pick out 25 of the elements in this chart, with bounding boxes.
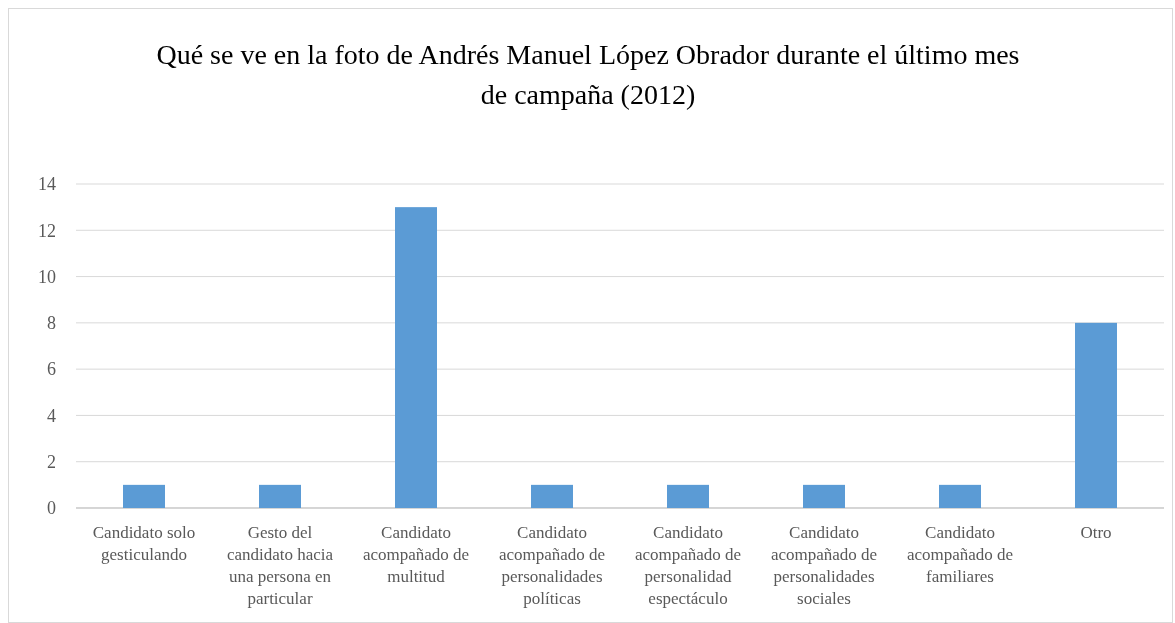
x-tick-label: Candidato acompañado de multitud [362,523,470,586]
x-tick-label: Candidato acompañado de personalidades sociales [770,523,878,608]
x-tick-label: Gesto del candidato hacia una persona en particular [226,523,334,608]
bar [1075,322,1117,508]
y-tick-label: 6 [47,359,56,380]
y-tick-label: 0 [47,498,56,519]
x-tick-label: Candidato acompañado de personalidad espectáculo [634,523,742,608]
bar [803,484,845,508]
y-tick-label: 8 [47,313,56,334]
bar [667,484,709,508]
x-tick-label: Otro [1080,523,1112,542]
x-tick-label: Candidato acompañado de personalidades políticas [498,523,606,608]
bar [259,484,301,508]
bar [939,484,981,508]
y-tick-label: 2 [47,452,56,473]
bar [531,484,573,508]
x-tick-label: Candidato solo gesticulando [92,523,196,564]
y-tick-label: 10 [38,266,56,287]
y-tick-label: 12 [38,220,56,241]
y-tick-label: 4 [47,405,56,426]
y-tick-label: 14 [38,174,56,195]
chart-title: Qué se ve en la foto de Andrés Manuel López Obrador durante el último mes de campaña (2012) [156,39,1020,110]
bar [123,484,165,508]
bar [395,207,437,508]
x-tick-label: Candidato acompañado de familiares [906,523,1014,586]
